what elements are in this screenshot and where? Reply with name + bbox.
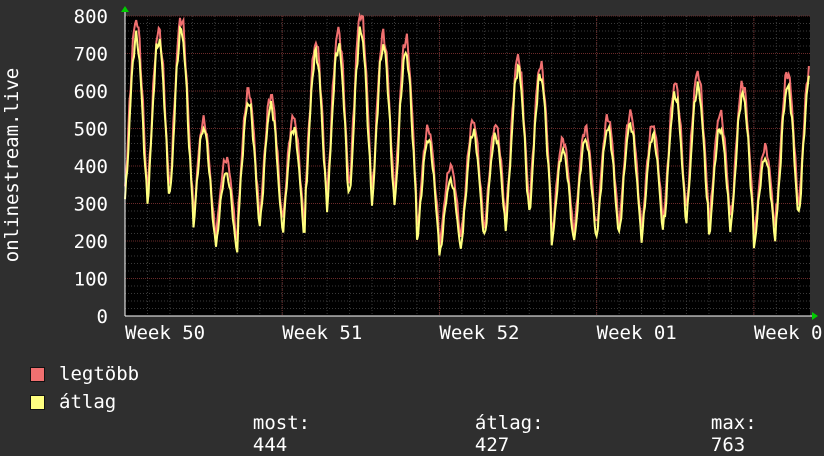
- stat-most-value: 444: [252, 434, 288, 456]
- stat-max-label: max:: [710, 412, 757, 434]
- legend-item-legtobb: legtöbb: [30, 361, 139, 387]
- x-tick-label: Week 01: [597, 322, 677, 344]
- y-tick-labels: 0 100 200 300 400 500 600 700 800: [74, 6, 108, 328]
- stat-atlag: átlag: 427: [452, 390, 544, 456]
- stat-max: max: 763: [688, 390, 757, 456]
- stat-most: most: 444: [230, 390, 310, 456]
- legend-label-atlag: átlag: [59, 391, 117, 413]
- series-line-atlag: [124, 25, 810, 256]
- y-tick-label: 200: [74, 231, 108, 253]
- y-tick-label: 700: [74, 44, 108, 66]
- x-tick-label: Week 51: [282, 322, 362, 344]
- legend-item-atlag: átlag: [30, 389, 116, 415]
- x-tick-label: Week 52: [439, 322, 519, 344]
- y-tick-label: 600: [74, 81, 108, 103]
- series-lines: [124, 12, 810, 256]
- x-tick-label: Week 0: [754, 322, 823, 344]
- x-tick-label: Week 50: [125, 322, 205, 344]
- stat-atlag-label: átlag:: [474, 412, 544, 434]
- y-tick-label: 100: [74, 269, 108, 291]
- grid: [125, 15, 810, 316]
- stat-atlag-value: 427: [474, 434, 510, 456]
- axes: [121, 6, 818, 320]
- y-tick-label: 400: [74, 156, 108, 178]
- stat-max-value: 763: [710, 434, 746, 456]
- legend-label-legtobb: legtöbb: [59, 363, 140, 385]
- y-tick-label: 300: [74, 194, 108, 216]
- x-tick-labels: Week 50 Week 51 Week 52 Week 01 Week 0: [125, 322, 822, 344]
- stat-most-label: most:: [252, 412, 311, 434]
- x-axis-arrow-icon: [812, 312, 818, 320]
- y-tick-label: 800: [74, 6, 108, 28]
- legend-swatch-atlag: [30, 394, 45, 410]
- y-tick-label: 500: [74, 119, 108, 141]
- y-axis-label: onlinestream.live: [1, 67, 23, 263]
- y-tick-label: 0: [97, 306, 108, 328]
- y-axis-arrow-icon: [121, 6, 129, 12]
- legend-swatch-legtobb: [30, 366, 45, 382]
- chart-svg: 0 100 200 300 400 500 600 700 800 Week 50 Week 51…: [74, 6, 822, 344]
